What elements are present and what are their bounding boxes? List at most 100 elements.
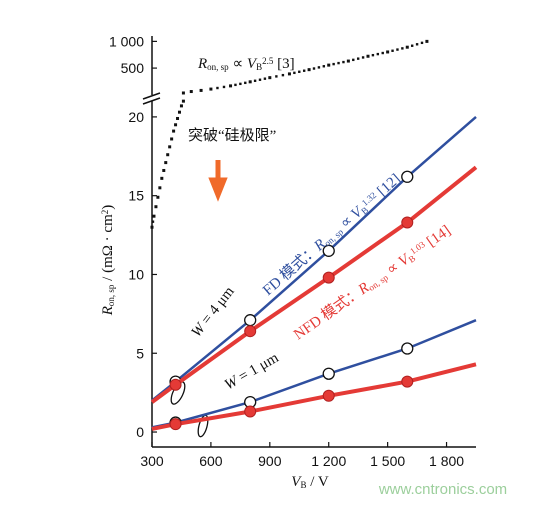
y-tick-label: 1 000	[109, 33, 144, 49]
dot-fill	[352, 58, 355, 62]
dot-fill	[410, 44, 414, 47]
dot-fill	[298, 70, 301, 73]
text-part: )	[100, 205, 116, 210]
x-axis-label: VB / V	[291, 474, 329, 490]
dot-fill	[244, 81, 247, 85]
x-tick-label: 900	[258, 453, 282, 469]
dot-fill	[391, 49, 394, 52]
text-part: V	[291, 474, 302, 490]
x-tick-label: 1 200	[311, 453, 346, 469]
dot-fill	[302, 69, 306, 72]
axis-break-gap	[140, 95, 164, 101]
marker	[244, 405, 257, 418]
dot-fill	[222, 85, 226, 89]
dot-fill	[415, 43, 419, 46]
y-tick-label: 0	[136, 424, 144, 440]
data-dot	[229, 84, 233, 88]
text-part: B	[300, 480, 306, 490]
annotation: 突破“硅极限”	[188, 127, 276, 144]
data-dot	[174, 123, 178, 127]
data-dot	[158, 186, 162, 190]
dot-fill	[234, 83, 237, 87]
dot-fill	[332, 62, 335, 66]
marker	[169, 418, 182, 431]
marker	[322, 389, 335, 402]
marker	[322, 244, 335, 257]
text-part: on, sp	[106, 284, 116, 306]
data-dot	[307, 68, 311, 72]
data-dot	[287, 72, 291, 76]
text-part: = 4 μm	[196, 284, 238, 331]
watermark: www.cntronics.com	[378, 481, 507, 498]
data-dot	[170, 137, 174, 141]
marker	[401, 375, 414, 388]
series-line	[150, 165, 478, 404]
series-line	[151, 362, 477, 431]
y-tick-label: 20	[128, 109, 144, 125]
dot-fill	[376, 52, 380, 56]
text-part: R	[197, 56, 207, 72]
y-tick-label: 500	[121, 60, 145, 76]
dot-fill	[258, 78, 262, 81]
dot-fill	[356, 57, 360, 60]
data-dot	[425, 39, 429, 43]
arrow	[208, 160, 228, 202]
marker	[401, 170, 414, 183]
dot-fill	[151, 220, 155, 223]
y-tick-label: 10	[128, 266, 144, 282]
dot-fill	[293, 71, 296, 75]
data-dot	[162, 168, 166, 172]
annotation: W = 1 μm	[222, 350, 282, 394]
text-part: V	[247, 56, 258, 72]
data-dot	[150, 225, 154, 229]
data-dot	[209, 87, 213, 91]
marker	[322, 271, 335, 284]
y-tick-label: 15	[128, 188, 144, 204]
data-dot	[366, 54, 370, 58]
data-dot	[248, 80, 252, 84]
dot-fill	[337, 61, 340, 65]
data-dot	[346, 59, 350, 63]
y-axis-label: Ron, sp / (mΩ · cm2)	[100, 205, 116, 317]
data-dot	[164, 161, 168, 165]
dot-fill	[342, 60, 345, 64]
dot-fill	[361, 56, 365, 59]
dot-fill	[396, 48, 399, 51]
text-part: B	[359, 205, 370, 216]
group-ellipse	[170, 381, 186, 405]
data-dot	[177, 110, 181, 114]
dot-fill	[420, 41, 424, 45]
text-part: B	[407, 253, 418, 265]
x-tick-label: 600	[199, 453, 223, 469]
marker	[244, 314, 257, 327]
data-dot	[199, 88, 203, 92]
data-dot	[152, 214, 156, 218]
dot-fill	[401, 47, 404, 50]
annotation: Ron, sp ∝ VB2.5 [3]	[197, 56, 295, 72]
marker	[322, 367, 335, 380]
data-dot	[268, 76, 272, 80]
dot-fill	[312, 67, 316, 70]
text-part: ∝	[229, 56, 247, 72]
dot-fill	[281, 73, 285, 77]
text-part: / (mΩ · cm	[100, 214, 116, 285]
dot-fill	[317, 66, 321, 69]
dot-fill	[275, 75, 278, 78]
axis-break	[142, 92, 161, 105]
data-dot	[172, 129, 176, 133]
dot-fill	[263, 77, 267, 80]
data-dot	[166, 153, 170, 157]
dot-fill	[253, 79, 257, 82]
marker	[169, 378, 182, 391]
text-part: 突破“硅极限”	[188, 127, 276, 144]
marker	[244, 325, 257, 338]
data-dot	[154, 205, 158, 209]
data-dot	[327, 63, 331, 67]
text-part: [14]	[421, 223, 454, 253]
dot-fill	[239, 82, 242, 86]
text-part: / V	[306, 474, 328, 490]
text-part: on, sp	[207, 62, 229, 72]
data-dot	[160, 176, 164, 180]
data-dot	[181, 91, 185, 95]
dot-fill	[371, 53, 375, 57]
